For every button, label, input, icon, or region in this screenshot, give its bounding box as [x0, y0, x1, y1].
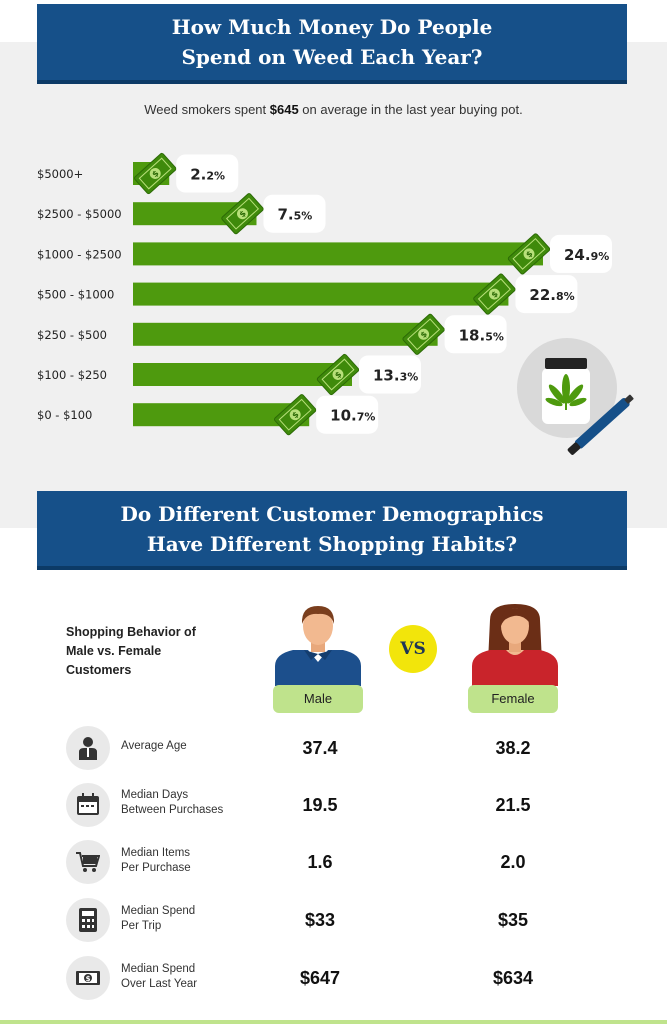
money-bill-icon: $: [507, 233, 551, 275]
bar: [133, 403, 310, 427]
row-label-line2: Over Last Year: [121, 978, 198, 990]
svg-text:$: $: [150, 168, 160, 179]
value-label-box: [444, 315, 507, 354]
section2-title-line1: Do Different Customer Demographics: [120, 502, 544, 526]
value-label: 2.2%: [190, 166, 225, 184]
row-label: Median Spend Over Last Year: [121, 962, 197, 992]
row-label: Median Items Per Purchase: [121, 846, 191, 876]
svg-text:$: $: [86, 975, 91, 983]
male-value: 19.5: [302, 795, 338, 815]
money-bill-icon: $: [134, 152, 177, 195]
stats-row-average-age: Average Age 37.4 38.2: [0, 726, 667, 770]
calculator-icon: [66, 898, 110, 942]
category-label: $100 - $250: [37, 368, 107, 382]
section1-subtitle: Weed smokers spent $645 on average in th…: [0, 102, 667, 117]
svg-text:$: $: [524, 249, 534, 260]
cart-icon: [66, 840, 110, 884]
section1-title-line1: How Much Money Do People: [171, 15, 493, 39]
spending-bar-chart: $5000+ $2.2% $2500 - $5000 $7.5% $1000 - $25…: [37, 152, 634, 455]
row-label: Average Age: [121, 739, 187, 754]
bar: [133, 322, 438, 346]
money-bill-icon: $: [274, 394, 317, 436]
female-value: 2.0: [500, 852, 526, 872]
svg-text:$: $: [333, 369, 343, 380]
female-avatar: [472, 604, 558, 686]
subtitle-post: on average in the last year buying pot.: [298, 102, 523, 117]
value-label: 7.5%: [277, 206, 312, 224]
stats-row-spend-per-trip: Median Spend Per Trip $33 $35: [0, 898, 667, 942]
female-value: 21.5: [495, 795, 531, 815]
svg-text:$: $: [238, 209, 248, 220]
bar: [133, 363, 352, 386]
female-label-pill: Female: [468, 685, 558, 713]
svg-text:$: $: [490, 289, 500, 300]
male-avatar: [275, 606, 361, 686]
row-label-line1: Median Spend: [121, 963, 196, 975]
dollar-bill-icon: $: [66, 956, 110, 1000]
calendar-icon: [66, 783, 110, 827]
person-icon: [66, 726, 110, 770]
value-label-box: [515, 275, 578, 314]
jar-vape-illustration: [517, 338, 634, 455]
category-label: $2500 - $5000: [37, 207, 122, 221]
stats-row-median-days: Median Days Between Purchases 19.5 21.5: [0, 783, 667, 827]
row-label-line2: Per Trip: [121, 920, 162, 932]
stats-row-spend-last-year: $ Median Spend Over Last Year $647 $634: [0, 956, 667, 1000]
row-label-line1: Median Days: [121, 789, 189, 801]
row-label-line2: Between Purchases: [121, 804, 224, 816]
section1-title-banner: How Much Money Do People Spend on Weed E…: [37, 4, 627, 80]
money-bill-icon: $: [402, 313, 445, 355]
female-value: $634: [492, 968, 534, 988]
vs-badge: VS: [389, 625, 437, 673]
value-label-box: [263, 194, 326, 233]
bar: [133, 242, 543, 266]
bar: [133, 282, 509, 306]
female-value: $35: [497, 910, 529, 930]
value-label: 18.5%: [459, 326, 504, 344]
value-label: 13.3%: [373, 367, 418, 385]
male-value: 1.6: [307, 852, 333, 872]
svg-text:$: $: [419, 329, 429, 340]
section2-title-banner: Do Different Customer Demographics Have …: [37, 491, 627, 566]
value-label: 10.7%: [330, 407, 375, 425]
money-bill-icon: $: [221, 193, 264, 235]
category-label: $250 - $500: [37, 328, 107, 342]
male-label-pill: Male: [273, 685, 363, 713]
row-label: Median Days Between Purchases: [121, 788, 223, 818]
value-label-box: [176, 154, 239, 193]
row-label-line1: Median Spend: [121, 905, 196, 917]
section2-title-line2: Have Different Shopping Habits?: [146, 532, 518, 556]
male-value: $33: [304, 910, 336, 930]
behavior-title: Shopping Behavior of Male vs. Female Cus…: [66, 625, 196, 677]
male-value: $647: [299, 968, 341, 988]
value-label-box: [316, 395, 379, 434]
row-label: Median Spend Per Trip: [121, 904, 195, 934]
money-bill-icon: $: [316, 353, 360, 396]
subtitle-amount: $645: [269, 102, 299, 117]
row-label-line2: Per Purchase: [121, 862, 191, 874]
value-label-box: [358, 355, 421, 394]
row-label-line1: Average Age: [121, 740, 187, 752]
female-value: 38.2: [495, 738, 531, 758]
money-bill-icon: $: [473, 273, 516, 315]
svg-text:$: $: [290, 410, 300, 421]
category-label: $0 - $100: [37, 408, 92, 422]
bottom-accent-line: [0, 1020, 667, 1024]
value-label-box: [550, 234, 612, 273]
male-value: 37.4: [302, 738, 338, 758]
category-label: $5000+: [37, 167, 83, 181]
section1-title-line2: Spend on Weed Each Year?: [181, 45, 483, 69]
row-label-line1: Median Items: [121, 847, 191, 859]
subtitle-pre: Weed smokers spent: [144, 102, 270, 117]
category-label: $500 - $1000: [37, 288, 114, 302]
value-label: 22.8%: [529, 286, 574, 304]
value-label: 24.9%: [564, 246, 609, 264]
category-label: $1000 - $2500: [37, 247, 122, 261]
stats-row-median-items: Median Items Per Purchase 1.6 2.0: [0, 840, 667, 884]
